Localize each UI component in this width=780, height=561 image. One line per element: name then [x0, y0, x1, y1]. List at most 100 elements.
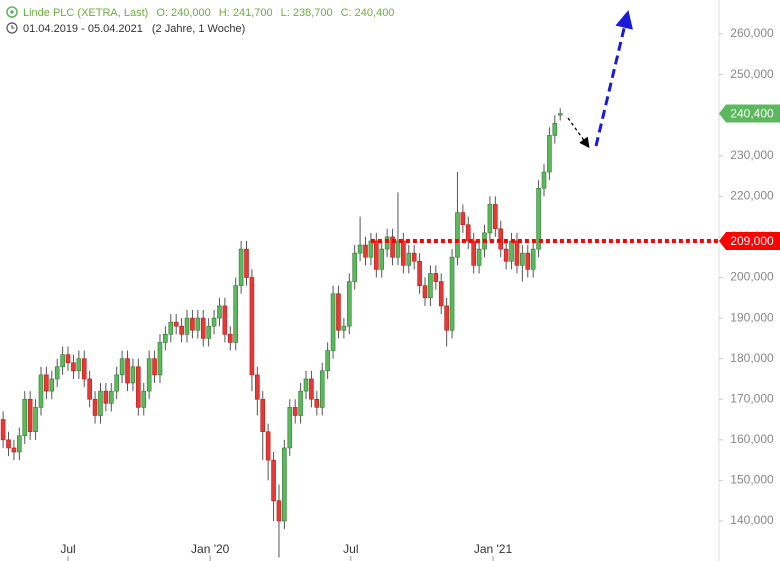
candle-body: [438, 281, 444, 307]
arrow-down: [567, 117, 590, 149]
y-tick-label: 230,000: [730, 148, 774, 162]
plot-area: [0, 108, 563, 558]
candle-body: [173, 321, 179, 327]
candle-body: [44, 374, 49, 392]
candle-body: [206, 325, 211, 339]
candle-body: [406, 252, 412, 266]
candle-body: [114, 374, 119, 392]
y-tick-label: 250,000: [730, 67, 774, 81]
x-tick-label: Jan '20: [191, 542, 230, 556]
quote-value: C: 240,400: [341, 7, 395, 19]
candle-body: [87, 378, 92, 400]
x-tick-label: Jul: [343, 542, 358, 556]
candle-body: [71, 362, 76, 372]
y-tick-label: 190,000: [730, 310, 774, 324]
candle-body: [65, 354, 71, 364]
candle-body: [509, 240, 514, 262]
candle-body: [98, 390, 103, 416]
candle-body: [119, 358, 125, 376]
candle-body: [255, 374, 260, 400]
candle-body: [130, 366, 136, 384]
quote-value: H: 241,700: [219, 7, 273, 19]
candle-body: [514, 240, 520, 266]
candle-body: [314, 398, 320, 408]
clock-icon: [6, 22, 18, 34]
candle-body: [368, 240, 374, 258]
candle-body: [503, 248, 509, 262]
candle-body: [222, 305, 228, 335]
candle-body: [49, 378, 55, 392]
candle-body: [422, 285, 428, 299]
candle-body: [444, 305, 449, 331]
y-tick-label: 160,000: [730, 432, 774, 446]
y-tick-label: 220,000: [730, 189, 774, 203]
candle-body: [498, 228, 504, 250]
candle-body: [525, 252, 531, 270]
candle-body: [390, 236, 395, 258]
candle-body: [352, 252, 357, 282]
clock-hands: [11, 25, 15, 29]
quote-value: L: 238,700: [281, 7, 333, 19]
candle-body: [428, 273, 433, 299]
candle-body: [309, 378, 314, 400]
candle-body: [108, 390, 114, 404]
candle-body: [541, 171, 547, 189]
candle-body: [11, 447, 17, 453]
candle-body: [190, 317, 195, 331]
candle-body: [260, 398, 266, 433]
candle-body: [282, 447, 287, 522]
candle-body: [60, 354, 65, 368]
candle-body: [27, 398, 33, 433]
candle-body: [471, 240, 476, 266]
candle-body: [449, 256, 455, 331]
candle-body: [265, 431, 271, 461]
candle-body: [557, 113, 563, 116]
candle-body: [76, 358, 82, 372]
y-tick-label: 140,000: [730, 513, 774, 527]
candle-body: [493, 204, 498, 230]
candle-body: [200, 317, 206, 339]
candle-body: [330, 293, 336, 351]
candle-body: [6, 439, 11, 449]
candle-body: [287, 407, 293, 449]
candle-body: [363, 244, 368, 258]
instrument-icon-dot: [10, 10, 14, 14]
candle-body: [227, 334, 233, 343]
candle-body: [233, 285, 238, 343]
candle-body: [92, 398, 98, 416]
candle-body: [249, 277, 255, 376]
candle-body: [136, 366, 141, 408]
candle-body: [179, 325, 184, 335]
candle-body: [536, 187, 541, 250]
level-tag: [719, 231, 780, 250]
candle-body: [460, 212, 466, 226]
candle-body: [530, 248, 536, 270]
x-tick-label: Jul: [60, 542, 75, 556]
candle-body: [341, 325, 347, 331]
x-tick-label: Jan '21: [474, 542, 513, 556]
candle-body: [401, 240, 406, 266]
candle-body: [325, 350, 330, 372]
candle-body: [184, 317, 190, 335]
candle-body: [395, 240, 401, 258]
y-tick-label: 180,000: [730, 351, 774, 365]
candle-body: [152, 358, 157, 376]
candle-body: [303, 378, 309, 392]
candle-body: [22, 398, 28, 437]
candle-body: [141, 390, 147, 408]
candle-body: [417, 260, 422, 286]
candle-body: [276, 500, 282, 522]
candle-body: [547, 135, 552, 173]
candle-body: [211, 317, 217, 327]
candle-body: [0, 419, 6, 441]
candle-body: [487, 204, 493, 234]
candle-body: [476, 248, 482, 266]
period: 01.04.2019 - 05.04.2021: [23, 23, 143, 35]
instrument-icon: [6, 6, 18, 18]
candle-body: [163, 334, 168, 343]
candle-body: [217, 305, 222, 319]
y-tick-label: 200,000: [730, 270, 774, 284]
candle-body: [336, 293, 341, 331]
candle-body: [357, 244, 363, 254]
